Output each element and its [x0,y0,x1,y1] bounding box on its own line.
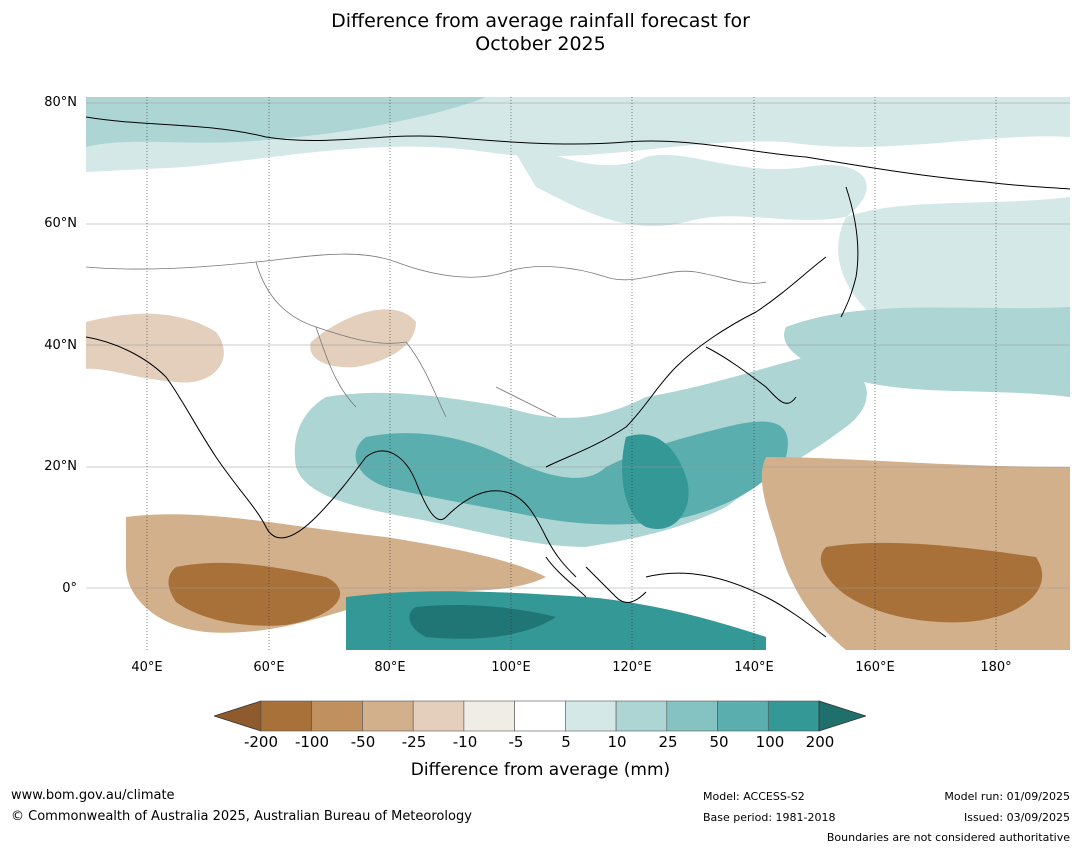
colorbar-cell [666,700,718,732]
lat-label-20n: 20°N [44,459,77,474]
field-south-wet-2 [409,605,556,639]
lon-label-80e: 80°E [374,660,406,675]
lon-label-160e: 160°E [855,660,895,675]
lat-label-60n: 60°N [44,216,77,231]
lon-label-100e: 100°E [491,660,531,675]
colorbar-cell [514,700,566,732]
field-philippines-wet [622,434,689,529]
boundaries [86,253,767,418]
rainfall-map [86,97,1070,650]
tick-label: 50 [709,733,729,751]
lon-label-60e: 60°E [253,660,285,675]
tick-label: 200 [805,733,835,751]
colorbar-cell [615,700,668,732]
lat-label-80n: 80°N [44,95,77,110]
meridians [146,97,997,650]
colorbar-cell [311,700,363,732]
footer-base-period: Base period: 1981-2018 [703,811,836,824]
legend-title: Difference from average (mm) [410,760,671,780]
map-graphic [86,97,1070,650]
graticule [86,102,1070,589]
colorbar-cell [362,700,414,732]
field-china-dry [310,309,416,368]
tick-label: -5 [508,733,524,751]
title-line-2: October 2025 [475,33,606,55]
colorbar-cell [463,700,515,732]
lat-label-40n: 40°N [44,338,77,353]
tick-label: 100 [755,733,785,751]
footer-website[interactable]: www.bom.gov.au/climate [11,788,175,803]
chart-title: Difference from average rainfall forecas… [0,10,1081,56]
colorbar-cell [717,700,769,732]
colorbar-cells [260,700,820,732]
anomaly-fields [86,97,1070,650]
colorbar-over-arrow [818,700,866,732]
colorbar-cell [565,700,617,732]
lon-label-120e: 120°E [612,660,652,675]
tick-label: 10 [607,733,627,751]
coastlines [86,116,1070,638]
lon-label-180: 180° [980,660,1012,675]
lat-label-0: 0° [62,581,77,596]
tick-label: -25 [401,733,427,751]
colorbar-under-arrow [214,700,262,732]
field-mideast-dry [86,313,224,383]
field-south-wet [346,591,766,650]
lon-label-140e: 140°E [734,660,774,675]
tick-label: -200 [243,733,279,751]
field-arctic-wet-2 [86,97,486,147]
tick-label: -100 [294,733,330,751]
tick-label: 25 [658,733,678,751]
field-siberia-wet [506,137,867,227]
field-eq-indian-dry-2 [168,562,341,626]
tick-label: 5 [561,733,571,751]
lon-label-40e: 40°E [131,660,163,675]
tick-label: -10 [452,733,478,751]
footer-model-run: Model run: 01/09/2025 [944,790,1070,803]
colorbar-cell [412,700,465,732]
colorbar [214,700,866,732]
footer-disclaimer: Boundaries are not considered authoritat… [826,831,1070,844]
colorbar-cell [767,700,820,732]
footer-issued: Issued: 03/09/2025 [963,811,1070,824]
colorbar-cell [260,700,313,732]
tick-label: -50 [350,733,376,751]
title-line-1: Difference from average rainfall forecas… [331,10,750,32]
footer-copyright: © Commonwealth of Australia 2025, Austra… [11,809,472,824]
field-pacific-dry-2 [820,542,1043,623]
footer-model: Model: ACCESS-S2 [703,790,805,803]
